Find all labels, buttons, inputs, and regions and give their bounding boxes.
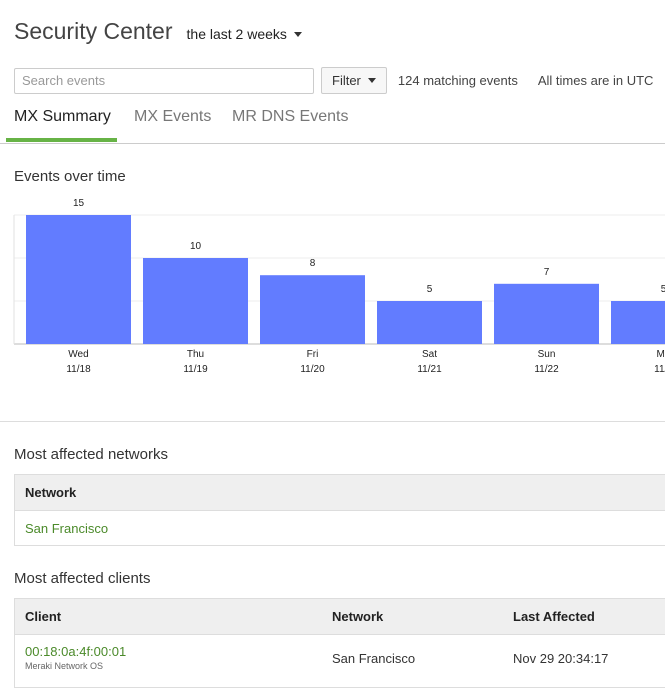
table-header: Client Network Last Affected: [15, 599, 665, 635]
tab-mx-events[interactable]: MX Events: [134, 108, 212, 125]
clients-section-title: Most affected clients: [14, 570, 151, 587]
time-range-label: the last 2 weeks: [186, 26, 287, 42]
chart-tick-label: Sat: [422, 349, 437, 360]
column-header-network: Network: [25, 485, 77, 500]
chart-tick-date: 11/21: [417, 364, 442, 375]
chart-bar: [377, 301, 482, 344]
chart-bar: [143, 258, 248, 344]
time-range-dropdown[interactable]: the last 2 weeks: [187, 26, 302, 42]
chart-data-label: 5: [427, 284, 433, 295]
chart-bar: [494, 283, 599, 344]
events-section-title: Events over time: [14, 168, 126, 185]
events-bar-chart: 15 Wed 11/18 10 Thu 11/19 8 Fri 11/20 5 Sat 11/21 7 S…: [13, 198, 665, 375]
chart-tick-date: 11/2: [654, 364, 665, 375]
column-header-client: Client: [25, 609, 62, 624]
networks-section-title: Most affected networks: [14, 446, 168, 463]
column-header-network: Network: [332, 609, 384, 624]
table-row: 00:18:0a:4f:00:01 Meraki Network OS San …: [15, 635, 665, 685]
table-row: San Francisco: [15, 511, 665, 546]
chart-data-label: 7: [544, 267, 550, 278]
filter-button[interactable]: Filter: [321, 67, 387, 94]
chevron-down-icon: [293, 31, 302, 37]
toolbar: Filter 124 matching events All times are…: [14, 67, 653, 94]
column-header-last-affected: Last Affected: [513, 609, 595, 624]
table-header: Network: [15, 475, 665, 511]
chart-tick-label: Thu: [187, 349, 204, 360]
client-os: Meraki Network OS: [25, 661, 104, 671]
chart-data-label: 5: [661, 284, 665, 295]
match-count: 124 matching events: [397, 73, 518, 88]
chart-bar: [260, 275, 365, 344]
tab-mx-summary[interactable]: MX Summary: [14, 108, 111, 125]
active-tab-indicator: [6, 138, 117, 142]
networks-table: Network San Francisco: [14, 474, 665, 546]
page-title: Security Center: [14, 18, 173, 44]
tab-bar: MX Summary MX Events MR DNS Events: [0, 100, 665, 144]
clients-table: Client Network Last Affected 00:18:0a:4f…: [14, 598, 665, 688]
chart-tick-date: 11/19: [183, 364, 208, 375]
chart-data-label: 15: [73, 198, 85, 209]
chart-bar: [611, 301, 665, 344]
network-link[interactable]: San Francisco: [25, 521, 109, 536]
filter-button-label: Filter: [332, 73, 361, 88]
page-header: Security Center the last 2 weeks: [14, 18, 302, 45]
chevron-down-icon: [367, 78, 376, 83]
chart-tick-date: 11/18: [66, 364, 91, 375]
chart-tick-label: Fri: [307, 349, 319, 360]
chart-tick-date: 11/22: [534, 364, 559, 375]
events-chart: 15 Wed 11/18 10 Thu 11/19 8 Fri 11/20 5 Sat 11/21 7 S…: [0, 195, 665, 380]
chart-tick-label: Sun: [538, 349, 556, 360]
search-input[interactable]: [14, 67, 314, 94]
chart-tick-label: Mo: [657, 349, 665, 360]
tab-mr-dns-events[interactable]: MR DNS Events: [232, 108, 349, 125]
chart-tick-label: Wed: [68, 349, 88, 360]
section-divider: [0, 421, 665, 422]
client-last-affected: Nov 29 20:34:17: [513, 651, 609, 666]
client-network: San Francisco: [332, 651, 416, 666]
timezone-note: All times are in UTC: [537, 73, 654, 88]
client-link[interactable]: 00:18:0a:4f:00:01: [25, 644, 127, 659]
chart-tick-date: 11/20: [300, 364, 325, 375]
chart-data-label: 10: [190, 241, 202, 252]
chart-bar: [26, 215, 131, 344]
chart-data-label: 8: [310, 258, 316, 269]
